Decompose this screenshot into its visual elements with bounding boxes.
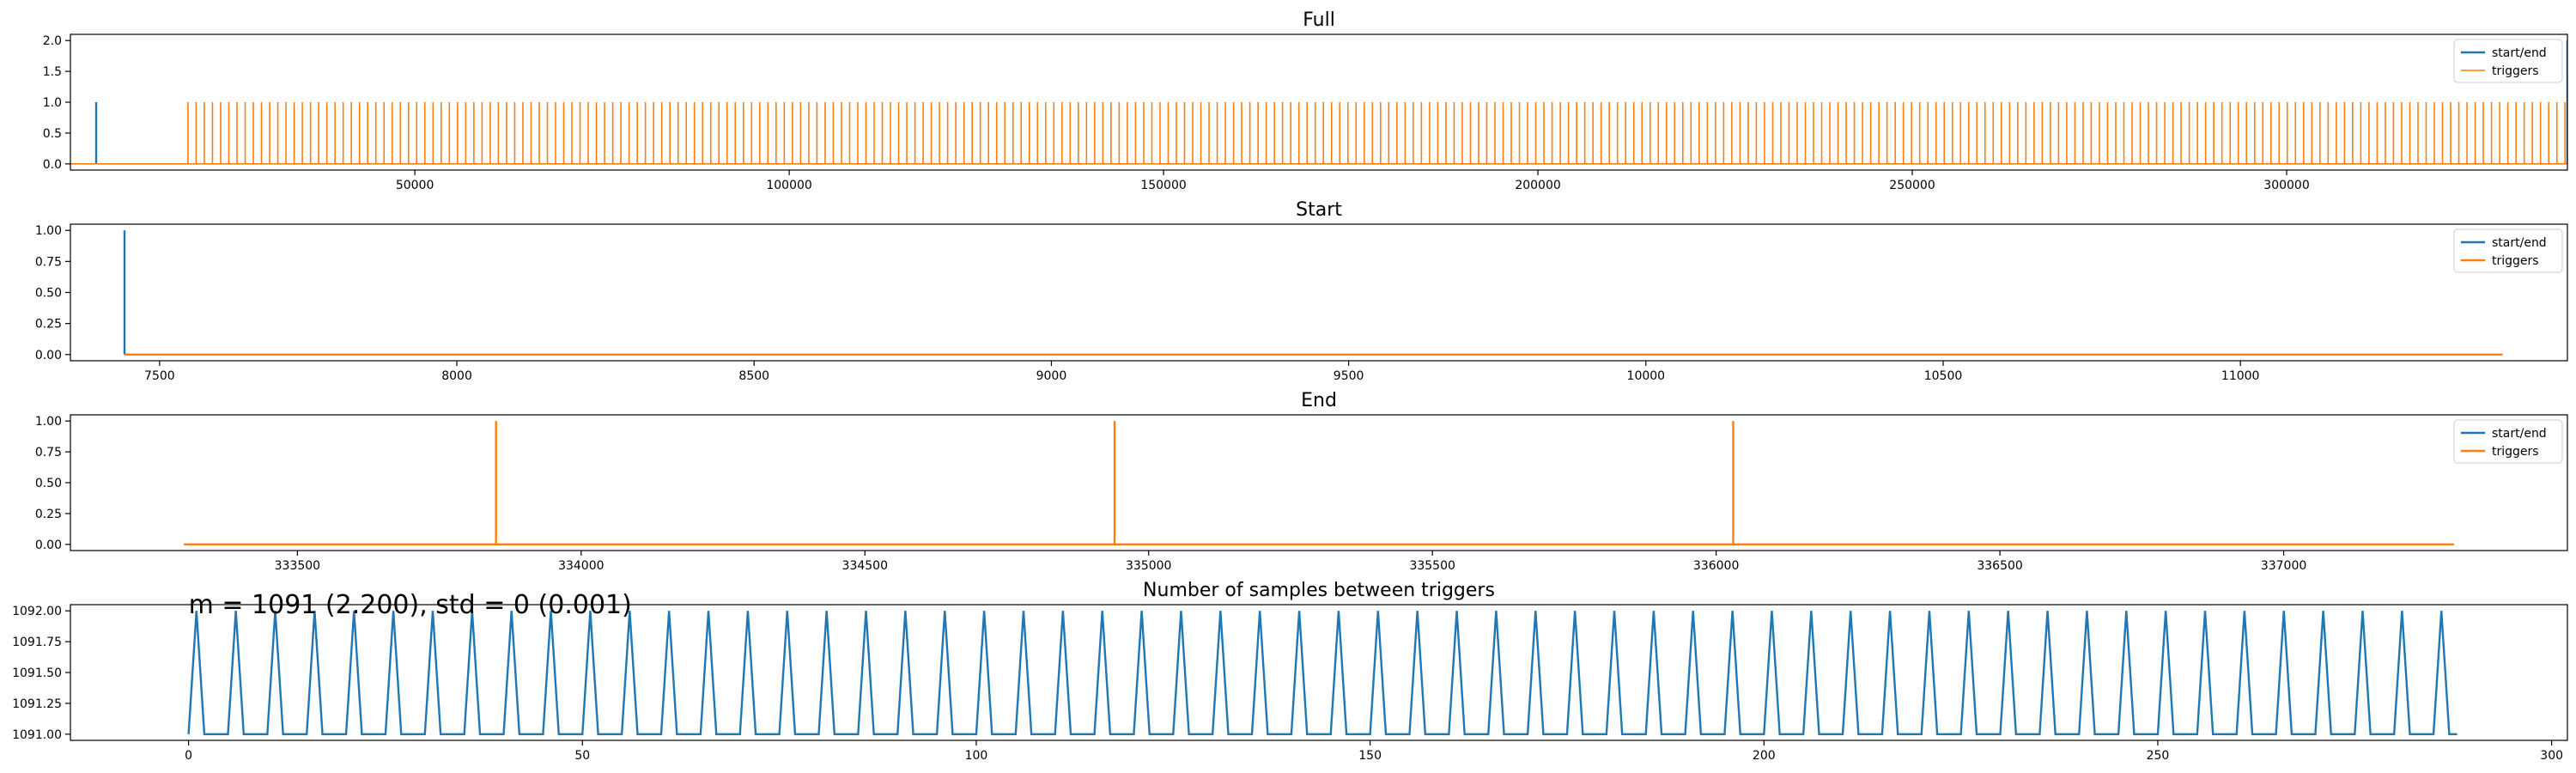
- intervals-plot-area: [187, 611, 2458, 736]
- end-legend-label: triggers: [2492, 445, 2539, 459]
- end-axes-frame: [70, 414, 2568, 551]
- start-x-tick-label: 11000: [2221, 369, 2260, 383]
- intervals-panel: 0 50 100 150 200 250 300 1091.00 1091.25 1091.50 1…: [12, 580, 2568, 763]
- intervals-x-tick-label: 200: [1753, 749, 1776, 763]
- intervals-x-tick-label: 0: [185, 749, 192, 763]
- end-plot-area: [184, 421, 2454, 546]
- intervals-axes-frame: [70, 604, 2568, 741]
- full-axes-frame: [70, 33, 2568, 171]
- start-legend: start/end triggers: [2453, 228, 2563, 273]
- full-y-tick-label: 2.0: [43, 34, 62, 48]
- start-y-tick-label: 1.00: [35, 224, 62, 238]
- end-y-tick-label: 0.50: [35, 477, 62, 490]
- start-x-tick-label: 10500: [1924, 369, 1963, 383]
- full-y-tick-label: 0.5: [43, 127, 62, 141]
- end-title: End: [1301, 390, 1337, 411]
- full-title: Full: [1303, 9, 1335, 31]
- intervals-y-tick-label: 1091.00: [12, 728, 62, 742]
- end-y-tick-label: 0.00: [35, 539, 62, 552]
- full-plot-area: [70, 40, 2567, 165]
- start-plot-area: [123, 230, 2503, 356]
- start-y-tick-label: 0.75: [35, 255, 62, 269]
- start-x-tick-label: 7500: [144, 369, 175, 383]
- end-y-tick-label: 0.25: [35, 508, 62, 521]
- intervals-x-tick-label: 100: [965, 749, 988, 763]
- full-panel: 50000 100000 150000 200000 250000 300000 0.0 0.…: [43, 9, 2568, 192]
- full-legend-box: [2453, 39, 2563, 83]
- start-x-tick-label: 9500: [1334, 369, 1364, 383]
- full-series-triggers: [70, 102, 2567, 165]
- end-x-tick-label: 335500: [1409, 559, 1455, 573]
- end-x-tick-label: 337000: [2261, 559, 2306, 573]
- start-legend-label: triggers: [2492, 254, 2539, 268]
- start-x-tick-label: 8500: [738, 369, 769, 383]
- start-y-tick-label: 0.00: [35, 349, 62, 362]
- end-x-tick-label: 334000: [558, 559, 604, 573]
- intervals-series-line: [187, 611, 2458, 736]
- intervals-title: Number of samples between triggers: [1143, 580, 1495, 601]
- full-y-tick-label: 0.0: [43, 158, 62, 172]
- intervals-y-tick-label: 1092.00: [12, 605, 62, 618]
- start-series-start-end: [123, 230, 130, 356]
- end-legend: start/end triggers: [2453, 419, 2563, 464]
- intervals-x-tick-label: 300: [2540, 749, 2563, 763]
- end-y-tick-label: 0.75: [35, 446, 62, 460]
- start-y-tick-label: 0.25: [35, 318, 62, 332]
- intervals-annotation: m = 1091 (2.200), std = 0 (0.001): [189, 590, 632, 620]
- full-legend-label: triggers: [2492, 64, 2539, 78]
- full-x-tick-label: 150000: [1140, 179, 1186, 192]
- full-series-start-end: [94, 40, 2567, 164]
- start-x-tick-label: 8000: [441, 369, 472, 383]
- intervals-x-tick-label: 50: [574, 749, 590, 763]
- start-title: Start: [1296, 199, 1342, 221]
- end-panel: 333500 334000 334500 335000 335500 336000 3365…: [35, 390, 2568, 573]
- full-y-tick-label: 1.5: [43, 65, 62, 79]
- intervals-y-tick-label: 1091.50: [12, 666, 62, 680]
- full-legend-label: start/end: [2492, 46, 2547, 60]
- full-legend: start/end triggers: [2453, 39, 2563, 83]
- start-axes-frame: [70, 223, 2568, 362]
- start-legend-label: start/end: [2492, 236, 2547, 250]
- end-x-tick-label: 336500: [1977, 559, 2022, 573]
- intervals-y-tick-label: 1091.25: [12, 697, 62, 711]
- intervals-x-tick-label: 250: [2147, 749, 2170, 763]
- end-x-tick-label: 334500: [842, 559, 888, 573]
- full-y-tick-label: 1.0: [43, 96, 62, 110]
- intervals-x-tick-label: 150: [1358, 749, 1382, 763]
- end-x-tick-label: 333500: [275, 559, 320, 573]
- full-x-tick-label: 250000: [1889, 179, 1935, 192]
- end-x-tick-label: 336000: [1693, 559, 1739, 573]
- end-legend-label: start/end: [2492, 427, 2547, 441]
- start-panel: 7500 8000 8500 9000 9500 10000 10500 11000 0.00 0…: [35, 199, 2568, 383]
- end-y-tick-label: 1.00: [35, 415, 62, 429]
- start-x-tick-label: 9000: [1036, 369, 1067, 383]
- intervals-y-tick-label: 1091.75: [12, 636, 62, 649]
- full-x-tick-label: 300000: [2263, 179, 2309, 192]
- start-legend-box: [2453, 228, 2563, 273]
- end-series-triggers: [184, 421, 2454, 546]
- start-x-tick-label: 10000: [1627, 369, 1666, 383]
- full-x-tick-label: 100000: [766, 179, 811, 192]
- full-x-tick-label: 50000: [396, 179, 434, 192]
- end-legend-box: [2453, 419, 2563, 464]
- end-x-tick-label: 335000: [1126, 559, 1171, 573]
- full-x-tick-label: 200000: [1515, 179, 1560, 192]
- start-y-tick-label: 0.50: [35, 287, 62, 301]
